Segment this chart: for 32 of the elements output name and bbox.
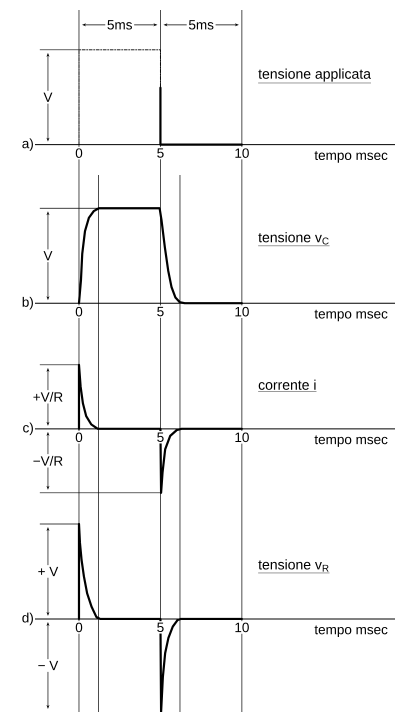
x-tick-label: 5 (157, 432, 164, 442)
x-tick-label: 0 (76, 622, 82, 632)
x-tick-label: 5 (157, 148, 164, 158)
annotation: + V (38, 566, 58, 576)
text: d) (22, 612, 33, 626)
text: tensione v$_{R}$ (258, 559, 329, 572)
x-tick-label: 10 (235, 432, 249, 442)
annotation: +V/R (33, 392, 63, 402)
text: 5ms (107, 20, 132, 30)
text: tensione applicata (258, 68, 371, 82)
x-tick-label: 0 (76, 306, 82, 316)
annotation: V (44, 92, 52, 102)
x-tick-label: 0 (76, 148, 82, 158)
x-axis-title: tempo msec (314, 625, 388, 638)
x-axis-title: tempo msec (314, 435, 388, 447)
text: corrente i (258, 380, 316, 390)
x-tick-label: 5 (157, 306, 164, 316)
annotation: V (44, 251, 52, 260)
text: tensione v$_{C}$ (258, 232, 329, 244)
x-axis-title: tempo msec (314, 310, 388, 322)
annotation: − V (38, 660, 58, 670)
x-tick-label: 5 (157, 622, 164, 632)
x-tick-label: 10 (235, 306, 249, 316)
x-axis-title: tempo msec (314, 151, 388, 163)
text: a) (22, 138, 33, 151)
x-tick-label: 0 (76, 432, 82, 442)
text: 5ms (188, 20, 214, 30)
text: c) (23, 422, 33, 436)
x-tick-label: 10 (235, 148, 249, 158)
text: b) (22, 296, 33, 310)
annotation: −V/R (33, 456, 63, 466)
x-tick-label: 10 (235, 622, 249, 632)
